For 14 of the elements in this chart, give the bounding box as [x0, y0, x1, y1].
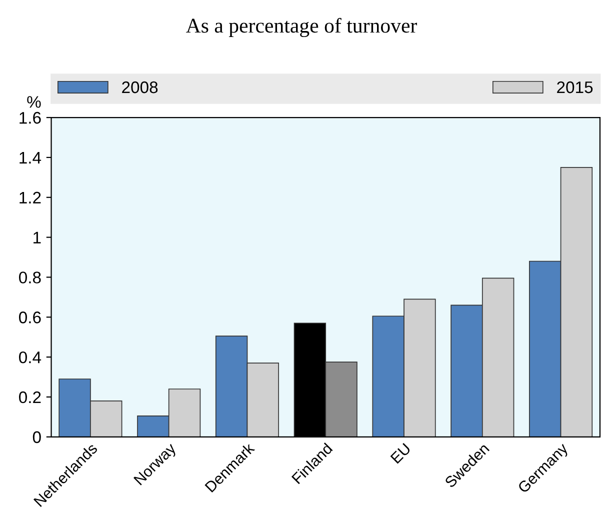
y-tick-label: 1.6: [20, 112, 41, 124]
y-tick-label: 0.4: [19, 351, 42, 364]
y-tick-label: 1: [34, 232, 41, 244]
chart-title: As a percentage of turnover: [186, 18, 417, 38]
y-tick-label: 0: [32, 431, 41, 444]
legend-label: 2015: [557, 81, 593, 94]
y-tick-label: 1.4: [20, 152, 42, 164]
legend-label: 2008: [122, 81, 158, 94]
y-tick-label: 0.8: [19, 272, 41, 284]
y-tick-label: 0.6: [19, 312, 41, 324]
x-tick-label: EU: [390, 442, 412, 464]
y-tick-label: 1.2: [20, 192, 41, 204]
y-tick-label: 0.2: [19, 391, 41, 404]
y-axis-title: %: [27, 96, 41, 108]
